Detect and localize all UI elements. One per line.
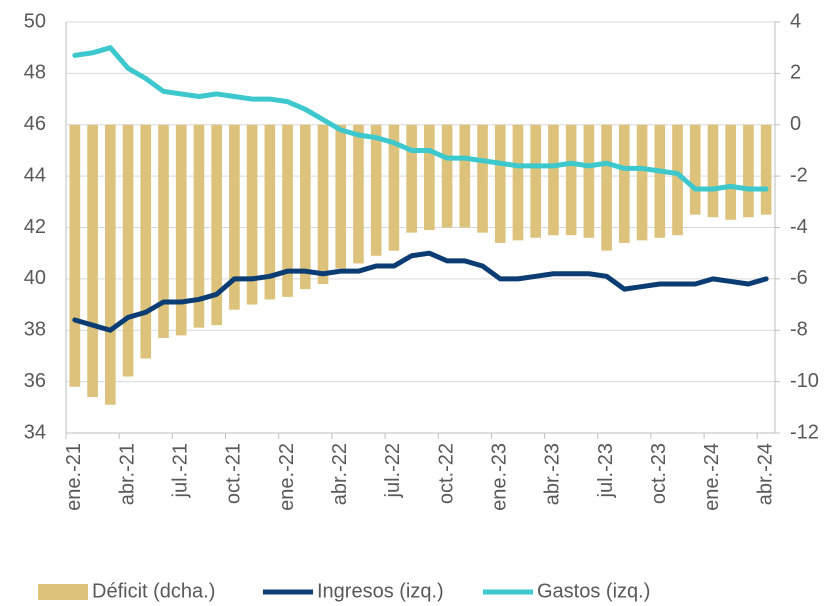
bar [299, 124, 311, 290]
y-tick-label: 40 [24, 267, 46, 289]
bar [725, 124, 737, 220]
bar [689, 124, 701, 215]
x-tick-label: jul.-23 [595, 443, 617, 498]
bar [264, 124, 276, 300]
y2-tick-label: -10 [790, 370, 819, 392]
bar [565, 124, 577, 236]
x-tick-label: ene.-23 [489, 443, 511, 511]
bar [601, 124, 612, 251]
bar [388, 124, 400, 251]
y-tick-label: 34 [24, 421, 46, 443]
y2-tick-label: -6 [790, 267, 808, 289]
legend-label: Déficit (dcha.) [92, 580, 215, 602]
bar [583, 124, 595, 238]
bar [69, 124, 81, 387]
x-tick-label: abr.-22 [329, 443, 351, 505]
legend-item: Déficit (dcha.) [38, 580, 215, 602]
y2-tick-label: 2 [790, 62, 801, 84]
y2-tick-label: 0 [790, 113, 801, 135]
bar [477, 124, 488, 233]
x-tick-label: jul.-22 [382, 443, 404, 498]
bar [87, 124, 98, 398]
y-tick-label: 38 [24, 319, 46, 341]
bar [548, 124, 559, 236]
y-tick-label: 36 [24, 370, 46, 392]
bar [140, 124, 152, 359]
y2-tick-label: -2 [790, 164, 808, 186]
y2-tick-label: -4 [790, 216, 808, 238]
x-tick-label: oct.-22 [435, 443, 457, 504]
bar [459, 124, 471, 228]
legend-item: Gastos (izq.) [483, 580, 650, 602]
bar [406, 124, 417, 233]
bar [317, 124, 329, 285]
bar [175, 124, 187, 336]
y-tick-label: 48 [24, 62, 46, 84]
bar [441, 124, 453, 228]
y2-tick-label: -12 [790, 421, 819, 443]
bar [619, 124, 630, 243]
x-tick-label: abr.-21 [116, 443, 138, 505]
bar [636, 124, 648, 241]
y2-tick-label: 4 [790, 10, 801, 32]
bar [370, 124, 382, 256]
x-tick-label: oct.-23 [648, 443, 670, 504]
x-tick-label: oct.-21 [223, 443, 245, 504]
y-tick-label: 42 [24, 216, 46, 238]
bar [282, 124, 293, 297]
y-tick-label: 46 [24, 113, 46, 135]
bar [104, 124, 116, 405]
bar [512, 124, 524, 241]
bar [654, 124, 666, 238]
x-tick-label: jul.-21 [169, 443, 191, 498]
bar [760, 124, 772, 215]
legend-label: Ingresos (izq.) [317, 580, 444, 602]
bar [424, 124, 435, 231]
x-tick-label: ene.-21 [63, 443, 85, 511]
bar [246, 124, 258, 305]
x-tick-label: ene.-24 [701, 443, 723, 511]
bar [122, 124, 134, 377]
line [72, 250, 769, 333]
bar [229, 124, 240, 310]
bar [672, 124, 683, 236]
y-tick-label: 44 [24, 164, 46, 186]
bar [494, 124, 506, 243]
bar [158, 124, 169, 338]
legend-label: Gastos (izq.) [537, 580, 650, 602]
bar [353, 124, 364, 264]
legend-item: Ingresos (izq.) [263, 580, 444, 602]
bar [193, 124, 205, 328]
x-tick-label: abr.-23 [542, 443, 564, 505]
bar [211, 124, 222, 326]
x-tick-label: abr.-24 [754, 443, 776, 505]
bar [707, 124, 719, 218]
y-tick-label: 50 [24, 10, 46, 32]
line [72, 45, 769, 192]
bar [335, 124, 347, 269]
legend-swatch [38, 584, 88, 600]
bar [743, 124, 754, 218]
x-tick-label: ene.-22 [276, 443, 298, 511]
y2-tick-label: -8 [790, 319, 808, 341]
bar [530, 124, 542, 238]
